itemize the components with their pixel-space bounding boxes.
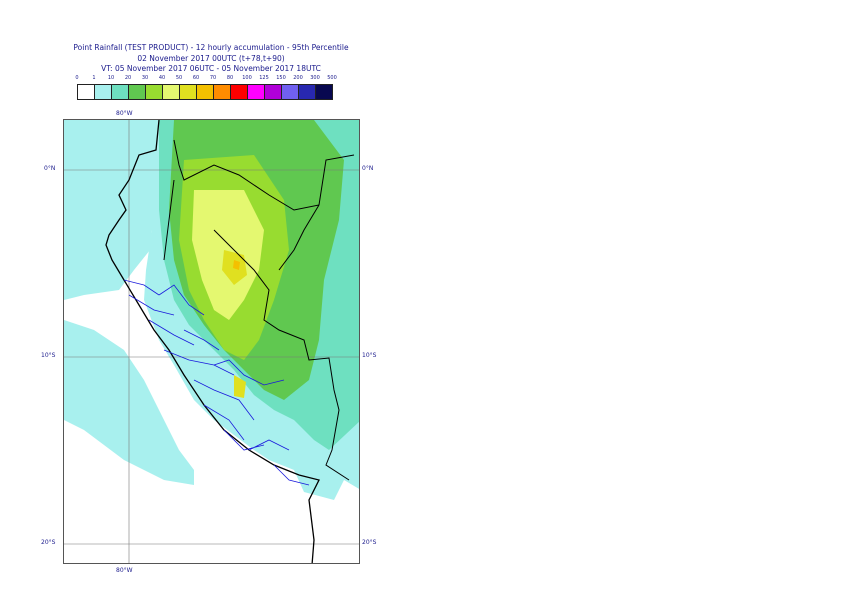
legend-swatch: [111, 84, 129, 100]
chart-title: Point Rainfall (TEST PRODUCT) - 12 hourl…: [73, 43, 349, 52]
legend-swatch: [315, 84, 333, 100]
legend-tick-label: 100: [242, 75, 252, 81]
legend-tick-label: 40: [158, 75, 166, 81]
legend-swatch: [162, 84, 180, 100]
lon-label-top: 80°W: [116, 110, 133, 117]
legend-tick-label: 150: [276, 75, 286, 81]
legend-swatch: [281, 84, 299, 100]
rainfall-map: [63, 119, 360, 564]
coastline: [105, 120, 320, 563]
legend-swatch: [196, 84, 214, 100]
legend-swatch: [179, 84, 197, 100]
legend-tick-label: 1: [92, 75, 96, 81]
lat-label-20-left: 20°S: [41, 539, 56, 546]
lat-label-0-right: 0°N: [362, 165, 374, 172]
legend-swatch: [94, 84, 112, 100]
land-rain-orange: [233, 260, 240, 270]
land-rain-yellow-south: [234, 375, 246, 398]
legend-swatch: [128, 84, 146, 100]
legend-tick-label: 125: [259, 75, 269, 81]
legend-tick-label: 200: [293, 75, 303, 81]
lat-label-0-left: 0°N: [44, 165, 56, 172]
legend-tick-label: 50: [175, 75, 183, 81]
legend-swatch: [77, 84, 95, 100]
legend-tick-label: 0: [75, 75, 79, 81]
legend-tick-label: 20: [124, 75, 132, 81]
country-borders: [163, 139, 355, 481]
legend-swatch: [298, 84, 316, 100]
validity-time-line: VT: 05 November 2017 06UTC - 05 November…: [101, 64, 321, 73]
ocean-rain-swath: [64, 120, 159, 300]
legend-tick-label: 70: [209, 75, 217, 81]
legend-swatch: [230, 84, 248, 100]
lon-label-bottom: 80°W: [116, 567, 133, 574]
legend-swatch: [264, 84, 282, 100]
legend-tick-label: 60: [192, 75, 200, 81]
legend-tick-label: 500: [327, 75, 337, 81]
legend-swatch: [247, 84, 265, 100]
lat-label-20-right: 20°S: [362, 539, 377, 546]
map-canvas: [64, 120, 359, 563]
legend-swatch: [213, 84, 231, 100]
legend-tick-label: 10: [107, 75, 115, 81]
province-borders: [123, 279, 310, 486]
legend-tick-label: 300: [310, 75, 320, 81]
lat-label-10-right: 10°S: [362, 352, 377, 359]
forecast-run-line: 02 November 2017 00UTC (t+78,t+90): [137, 54, 285, 63]
legend-tick-label: 30: [141, 75, 149, 81]
lat-label-10-left: 10°S: [41, 352, 56, 359]
legend-tick-label: 80: [226, 75, 234, 81]
legend-swatch: [145, 84, 163, 100]
